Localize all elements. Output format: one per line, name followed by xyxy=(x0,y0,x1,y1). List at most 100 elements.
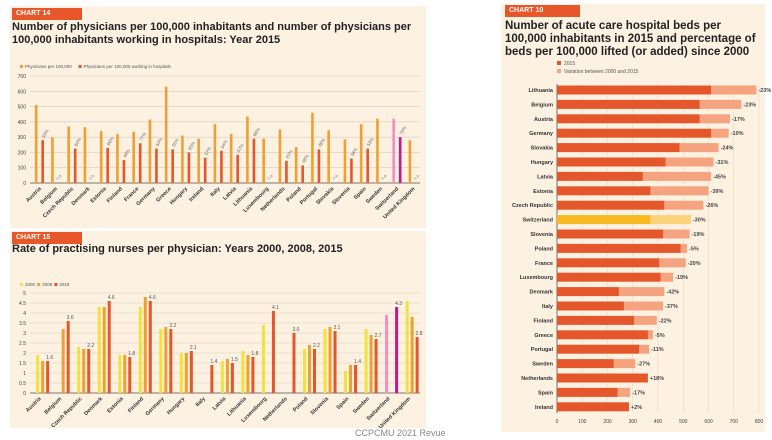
change-label: -22% xyxy=(659,318,672,324)
bar-2015 xyxy=(333,331,337,393)
data-label: 3.2 xyxy=(169,323,176,329)
bar-physicians-per-100-000-working-in-hospitals xyxy=(350,158,353,183)
category-label: Italy xyxy=(195,396,208,409)
na-label: n.a. xyxy=(331,172,339,180)
category-label: Denmark xyxy=(83,396,105,418)
category-label: Poland xyxy=(292,396,309,413)
bar-variation xyxy=(699,99,742,109)
bar-2015 xyxy=(230,363,234,393)
bar-physicians-per-100-000-working-in-hospitals xyxy=(317,149,321,183)
y-tick-label: 1 xyxy=(23,371,26,377)
bar-2008 xyxy=(123,355,127,393)
change-label: -42% xyxy=(666,290,679,296)
bar-physicians-per-100-000-working-in-hospitals xyxy=(106,147,109,183)
category-label: Germany xyxy=(145,396,167,418)
bar-physicians-per-100-000-working-in-hospitals xyxy=(203,157,207,183)
legend-swatch xyxy=(20,65,23,68)
bar-2000 xyxy=(179,353,183,393)
bar-physicians-per-100-000-working-in-hospitals xyxy=(366,148,369,183)
category-label: Denmark xyxy=(71,186,93,208)
data-label: 4.6 xyxy=(149,295,156,301)
bar-variation xyxy=(711,128,729,138)
bar-variation xyxy=(642,171,712,181)
data-label: 1.8 xyxy=(251,351,258,357)
bar-2000 xyxy=(138,307,142,393)
category-label: Germany xyxy=(135,186,157,208)
y-tick-label: 2 xyxy=(23,351,26,357)
y-tick-label: 3.5 xyxy=(19,321,26,327)
category-label: Ireland xyxy=(535,405,553,411)
bar-physicians-per-100-000 xyxy=(343,139,347,183)
chart15-title: Rate of practising nurses per physician:… xyxy=(12,243,343,255)
data-label: 1.4 xyxy=(210,359,217,365)
bar-variation xyxy=(659,258,686,268)
bar-physicians-per-100-000 xyxy=(294,147,298,183)
change-label: -24% xyxy=(721,146,734,152)
y-tick-label: 1.5 xyxy=(19,361,26,367)
bar-2015 xyxy=(557,373,648,383)
bar-physicians-per-100-000-working-in-hospitals xyxy=(187,152,191,183)
bar-2000 xyxy=(97,307,101,393)
change-label: -11% xyxy=(651,347,664,353)
bar-2008 xyxy=(164,327,168,393)
bar-physicians-per-100-000 xyxy=(376,118,379,183)
bar-2015 xyxy=(148,301,152,393)
bar-physicians-per-100-000 xyxy=(311,112,314,183)
x-tick-label: 300 xyxy=(629,419,638,425)
bar-2015 xyxy=(557,85,712,95)
bar-2015 xyxy=(128,357,132,393)
bar-2015 xyxy=(557,229,664,239)
category-label: Sweden xyxy=(532,362,553,368)
bar-physicians-per-100-000-working-in-hospitals xyxy=(155,148,158,183)
data-label: 1.8 xyxy=(128,351,135,357)
legend-label: 2015 xyxy=(59,282,70,287)
bar-2008 xyxy=(61,329,65,393)
x-tick-label: 200 xyxy=(603,419,612,425)
bar-physicians-per-100-000 xyxy=(197,138,200,183)
legend-swatch xyxy=(20,283,23,286)
change-label: -19% xyxy=(692,232,705,238)
bar-2015 xyxy=(210,365,214,393)
bar-2000 xyxy=(220,361,224,393)
bar-2000 xyxy=(303,349,306,393)
bar-2008 xyxy=(82,349,86,393)
bar-physicians-per-100-000-working-in-hospitals xyxy=(285,160,288,183)
bar-2015 xyxy=(557,387,618,397)
data-label: 1.5 xyxy=(231,357,238,363)
data-label: 4.1 xyxy=(272,305,279,311)
legend-label: Physicians per 100,000 working in hospit… xyxy=(84,64,172,69)
data-label: 1.4 xyxy=(354,359,361,365)
bar-physicians-per-100-000-working-in-hospitals xyxy=(220,150,223,183)
data-label: 2.7 xyxy=(375,333,382,339)
y-tick-label: 200 xyxy=(18,150,27,156)
footer-credit: CCPCMU 2021 Revue xyxy=(355,428,446,438)
bar-2015 xyxy=(313,349,316,393)
category-label: Hungary xyxy=(169,186,190,207)
bar-physicians-per-100-000-working-in-hospitals xyxy=(398,137,402,183)
category-label: Spain xyxy=(538,390,554,396)
change-label: -17% xyxy=(632,390,645,396)
change-label: -10% xyxy=(731,131,744,137)
change-label: -27% xyxy=(637,362,650,368)
x-tick-label: 700 xyxy=(730,419,739,425)
bar-physicians-per-100-000-working-in-hospitals xyxy=(41,140,44,183)
bar-2000 xyxy=(405,301,409,393)
bar-2000 xyxy=(261,325,265,393)
chart10-title: Number of acute care hospital beds per 1… xyxy=(505,20,756,58)
share-label: 55% xyxy=(41,128,50,138)
bar-physicians-per-100-000-working-in-hospitals xyxy=(252,138,256,183)
category-label: Estonia xyxy=(89,186,108,205)
category-label: Czech Republic xyxy=(512,203,553,209)
data-label: 2.8 xyxy=(416,331,423,337)
x-tick-label: 400 xyxy=(654,419,663,425)
bar-variation xyxy=(699,114,730,124)
category-label: Belgium xyxy=(44,396,64,416)
bar-2008 xyxy=(143,297,147,393)
share-label: 54% xyxy=(155,137,164,147)
bar-2015 xyxy=(87,349,91,393)
y-tick-label: 4.5 xyxy=(19,301,26,307)
bar-variation xyxy=(634,315,657,325)
bar-variation xyxy=(663,229,690,239)
bar-physicians-per-100-000 xyxy=(67,126,70,183)
